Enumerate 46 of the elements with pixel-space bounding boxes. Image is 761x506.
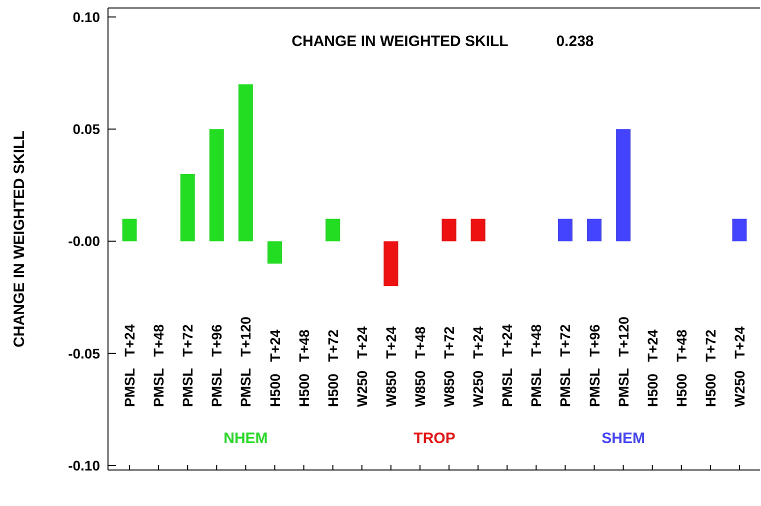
x-tick-label: H500 T+24 [266, 329, 283, 407]
y-tick-label: -0.00 [68, 233, 100, 250]
y-axis-title: CHANGE IN WEIGHTED SKILL [11, 130, 28, 348]
x-tick-label: PMSL T+72 [557, 324, 574, 407]
bar [209, 129, 224, 242]
x-tick-label: W850 T+72 [441, 326, 458, 407]
bar [238, 84, 253, 242]
x-tick-label: PMSL T+96 [208, 324, 225, 407]
bar [326, 218, 340, 242]
y-tick-label: -0.10 [68, 457, 100, 474]
text: CHANGE IN WEIGHTED SKILL [292, 33, 508, 50]
bar [384, 241, 398, 286]
x-tick-label: W250 T+24 [731, 326, 748, 407]
bar [442, 218, 456, 242]
y-tick-label: 0.10 [72, 8, 100, 25]
x-tick-label: PMSL T+120 [238, 316, 254, 407]
text: SHEM [602, 430, 645, 447]
annotation: 0.238 [556, 33, 594, 50]
bar [267, 241, 282, 264]
bar [122, 218, 137, 242]
x-tick-label: PMSL T+24 [499, 324, 516, 407]
x-tick-label: PMSL T+96 [586, 324, 602, 407]
bar [616, 129, 631, 242]
bar [558, 218, 572, 242]
x-tick-label: W850 T+48 [412, 326, 428, 407]
x-tick-label: H500 T+48 [673, 329, 690, 407]
bar [180, 174, 195, 242]
x-tick-label: W250 T+24 [470, 326, 486, 407]
bar [470, 218, 486, 242]
y-tick-label: 0.05 [72, 121, 100, 138]
x-tick-label: PMSL T+72 [180, 324, 196, 407]
x-tick-label: PMSL T+48 [528, 324, 544, 407]
text: NHEM [224, 430, 268, 447]
x-tick-label: H500 T+24 [644, 329, 660, 407]
x-tick-label: PMSL T+120 [615, 316, 632, 407]
x-tick-label: PMSL T+24 [122, 324, 138, 407]
x-tick-label: W250 T+24 [354, 326, 370, 407]
bar [732, 218, 747, 242]
bar [586, 218, 602, 242]
x-tick-label: H500 T+72 [324, 329, 341, 407]
x-tick-label: H500 T+72 [702, 329, 718, 407]
text: TROP [414, 430, 456, 447]
y-tick-label: -0.05 [68, 345, 100, 362]
x-tick-label: PMSL T+48 [150, 324, 167, 407]
x-tick-label: H500 T+48 [296, 329, 312, 407]
x-tick-label: W850 T+24 [382, 326, 399, 407]
